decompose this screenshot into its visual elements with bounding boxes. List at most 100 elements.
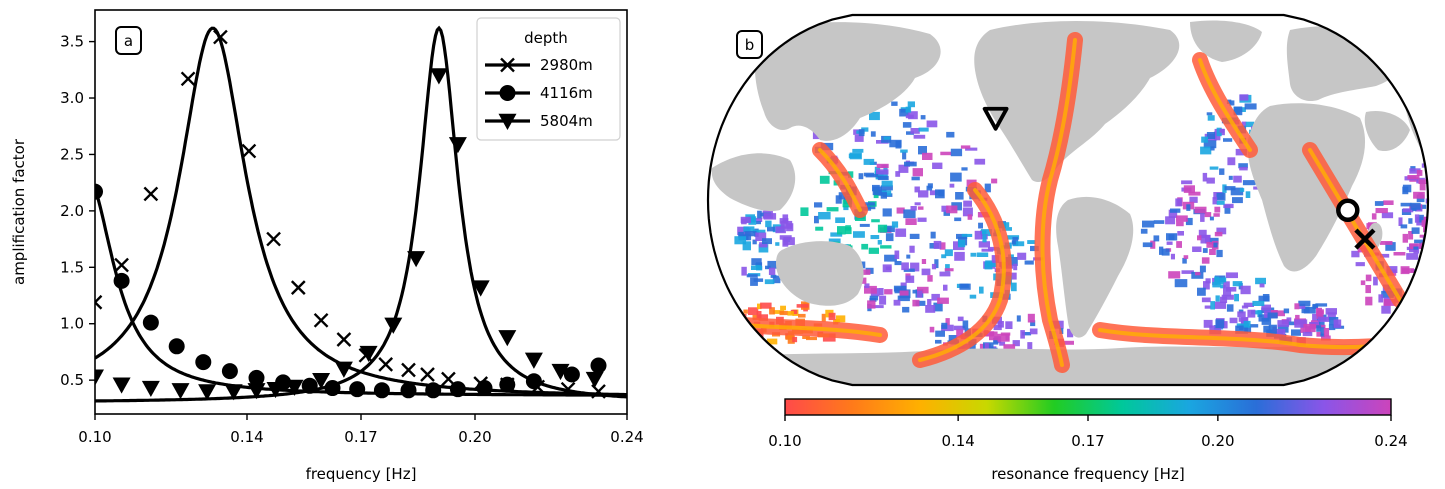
panel-b-label: b (736, 30, 763, 59)
legend-marker-5804m (498, 113, 517, 130)
x-axis-ticks: 0.10 0.14 0.17 0.20 0.24 (78, 414, 644, 446)
data-point-2980m (241, 143, 257, 159)
data-point-5804m (141, 380, 160, 398)
colorbar-tick-label: 0.24 (1374, 432, 1407, 450)
colorbar: 0.10 0.14 0.17 0.20 0.24 resonance frequency… (768, 398, 1408, 483)
land-arabia (1364, 110, 1410, 152)
mid-ocean-ridges (708, 32, 1428, 373)
data-point-5804m (448, 137, 467, 154)
y-tick-label: 1.0 (60, 315, 84, 333)
y-axis-ticks: 0.5 1.0 1.5 2.0 2.5 3.0 3.5 (60, 33, 95, 389)
data-point-2980m (420, 367, 435, 382)
data-point-5804m (171, 383, 190, 400)
data-point-4116m (221, 363, 238, 380)
data-point-4116m (113, 272, 130, 289)
data-point-5804m (334, 361, 353, 378)
legend-title: depth (524, 29, 568, 47)
data-point-5804m (247, 383, 266, 400)
data-point-5804m (224, 384, 243, 401)
data-point-2980m (95, 294, 103, 310)
map-marker-4116m (1336, 198, 1360, 223)
series-line-4116m (95, 188, 627, 397)
land-antarctica (708, 344, 1428, 385)
data-point-5804m (498, 330, 517, 347)
legend-marker-4116m (499, 85, 516, 101)
legend-entry: 5804m (540, 112, 593, 130)
y-tick-label: 2.0 (60, 202, 84, 220)
panel-a-label: a (115, 26, 142, 55)
legend-marker-2980m (500, 57, 515, 73)
data-point-4116m (449, 381, 466, 398)
data-point-2980m (180, 71, 196, 87)
map-outline (706, 13, 1430, 387)
x-tick-label: 0.10 (78, 428, 111, 446)
legend-items: 2980m 4116m 5804m (485, 56, 593, 130)
map-marker-2980m (1354, 228, 1376, 250)
series-layer (95, 25, 627, 403)
legend-entry: 2980m (540, 56, 593, 74)
legend-entry: 4116m (540, 84, 593, 102)
data-point-5804m (359, 345, 378, 363)
x-tick-label: 0.24 (610, 428, 643, 446)
land-africa (1247, 103, 1366, 272)
data-point-5804m (95, 369, 104, 386)
legend: depth 2980m 4116m 5804m (476, 17, 621, 141)
map-marker-5804m (982, 106, 1009, 131)
legend-box (476, 17, 621, 141)
panel-a-line-chart: 0.10 0.14 0.17 0.20 0.24 0.5 1.0 1.5 2.0 2.5 3.0 3… (10, 9, 644, 483)
colorbar-tick-label: 0.17 (1071, 432, 1104, 450)
land-north-america (974, 21, 1180, 183)
colorbar-label: resonance frequency [Hz] (991, 465, 1184, 483)
data-point-2980m (336, 332, 352, 347)
x-tick-label: 0.14 (230, 428, 263, 446)
data-point-2980m (313, 312, 329, 328)
colorbar-tick-label: 0.20 (1201, 432, 1234, 450)
data-point-2980m (290, 280, 306, 295)
land-asia (754, 22, 941, 141)
data-point-5804m (384, 317, 403, 334)
y-tick-label: 2.5 (60, 145, 84, 163)
land-masses (708, 20, 1428, 385)
data-point-5804m (198, 384, 217, 401)
data-point-4116m (95, 183, 103, 200)
data-point-5804m (429, 68, 448, 85)
x-tick-label: 0.20 (458, 428, 491, 446)
panel-b-map: b 0.10 0.14 0.17 0.20 0.24 resonance frequen… (706, 13, 1430, 483)
data-point-4116m (168, 338, 185, 355)
colorbar-ticks: 0.10 0.14 0.17 0.20 0.24 (768, 415, 1408, 450)
panel-a-label-text: a (124, 32, 133, 50)
data-point-2980m (266, 231, 281, 247)
land-south-america (1056, 196, 1134, 338)
data-point-4116m (590, 357, 607, 374)
colorbar-tick-label: 0.10 (768, 432, 801, 450)
station-markers (982, 106, 1376, 250)
data-point-2980m (114, 257, 129, 273)
y-axis-label: amplification factor (10, 138, 28, 285)
data-point-5804m (285, 379, 304, 396)
data-point-4116m (400, 382, 417, 399)
data-point-5804m (266, 381, 285, 399)
data-point-4116m (195, 354, 212, 371)
data-point-5804m (471, 280, 490, 297)
data-point-2980m (213, 29, 228, 45)
data-point-2980m (401, 362, 416, 378)
x-tick-label: 0.17 (344, 428, 377, 446)
land-asia-west (711, 153, 796, 212)
data-point-5804m (312, 372, 331, 390)
data-point-5804m (551, 363, 570, 381)
land-australia (776, 241, 864, 306)
data-point-4116m (142, 314, 159, 331)
series-line-5804m (95, 25, 627, 403)
colorbar-gradient (784, 398, 1392, 416)
data-point-4116m (349, 381, 366, 398)
y-tick-label: 3.0 (60, 89, 84, 107)
data-point-4116m (563, 366, 580, 383)
data-point-4116m (425, 382, 442, 399)
y-tick-label: 0.5 (60, 371, 84, 389)
data-point-4116m (248, 369, 265, 386)
map-content (708, 15, 1428, 385)
land-greenland (1190, 20, 1262, 62)
data-point-5804m (407, 251, 426, 268)
data-point-5804m (112, 377, 131, 394)
colorbar-tick-label: 0.14 (941, 432, 974, 450)
